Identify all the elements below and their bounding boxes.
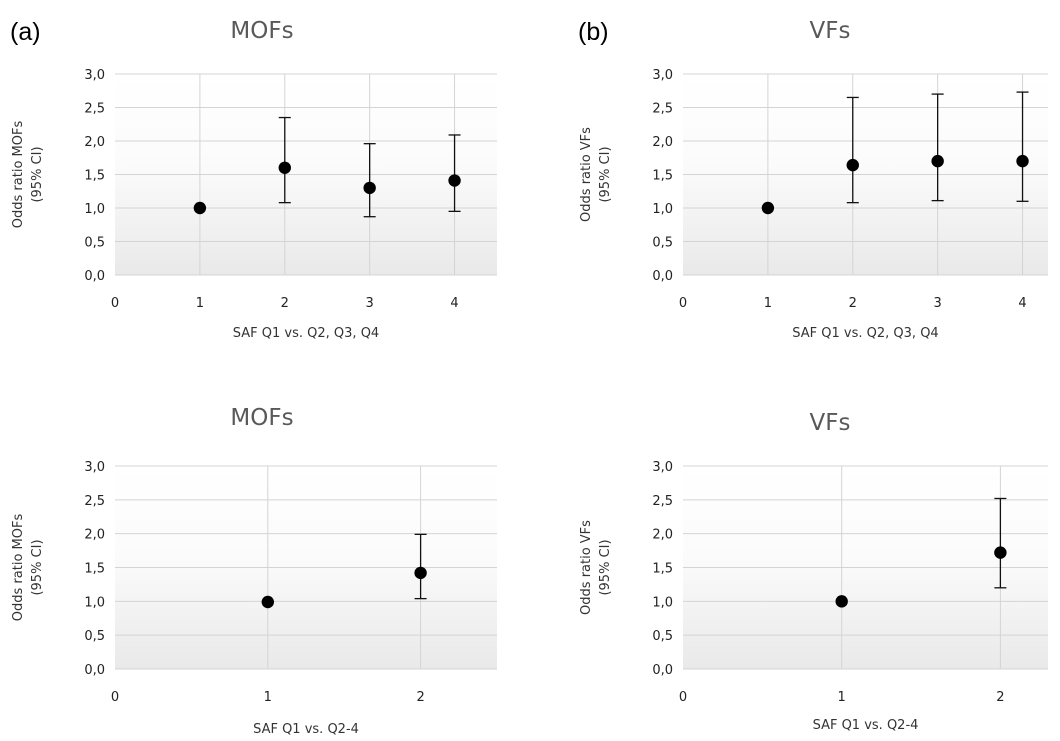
x-tick-label: 2 xyxy=(281,296,289,311)
x-tick-label: 1 xyxy=(838,690,846,705)
y-tick-label: 2,5 xyxy=(84,494,105,509)
panel-label: (b) xyxy=(578,18,609,46)
x-tick-label: 1 xyxy=(264,690,272,705)
y-tick-label: 0,5 xyxy=(652,236,673,251)
y-tick-label: 0,0 xyxy=(84,663,105,678)
y-tick-label: 1,5 xyxy=(652,562,673,577)
data-point xyxy=(278,161,291,174)
chart-panel-4: 0,0 0,5 1,0 1,5 2,0 2,5 3,0 0 1 2 VFs SAF Q1 vs. Q2… xyxy=(579,410,1048,733)
data-point xyxy=(1016,154,1029,168)
data-point xyxy=(994,546,1007,559)
y-tick-label: 1,0 xyxy=(84,595,105,610)
y-axis-label: Odds ratio MOFs (95% CI) xyxy=(11,121,45,229)
y-tick-label: 2,5 xyxy=(84,102,105,117)
y-tick-label: 1,0 xyxy=(84,202,105,217)
y-tick-label: 3,0 xyxy=(652,68,673,83)
data-point xyxy=(414,566,427,580)
x-tick-label: 4 xyxy=(450,296,458,311)
y-tick-label: 2,0 xyxy=(652,135,673,150)
x-tick-label: 3 xyxy=(934,296,942,311)
data-point xyxy=(931,154,944,168)
y-tick-label: 2,5 xyxy=(652,494,673,509)
x-tick-label: 0 xyxy=(111,296,119,311)
y-axis-label-line: Odds ratio VFs xyxy=(579,127,594,222)
data-point xyxy=(448,174,461,187)
y-tick-label: 2,0 xyxy=(652,528,673,543)
y-tick-label: 3,0 xyxy=(84,460,105,475)
y-tick-label: 1,5 xyxy=(84,562,105,577)
y-axis-label-line: Odds ratio VFs xyxy=(579,520,594,615)
y-tick-label: 2,5 xyxy=(652,102,673,117)
y-tick-label: 3,0 xyxy=(84,68,105,83)
data-point xyxy=(761,201,775,215)
y-tick-label: 0,0 xyxy=(652,269,673,284)
chart-title: MOFs xyxy=(230,18,293,44)
data-point xyxy=(193,201,207,215)
x-tick-label: 2 xyxy=(849,296,857,311)
y-axis-label: Odds ratio VFs (95% CI) xyxy=(579,520,613,615)
y-tick-label: 1,0 xyxy=(652,202,673,217)
x-tick-label: 0 xyxy=(111,690,119,705)
y-axis-label-line: Odds ratio MOFs xyxy=(11,121,26,229)
x-axis-label: SAF Q1 vs. Q2, Q3, Q4 xyxy=(792,326,938,341)
chart-title: MOFs xyxy=(230,405,293,431)
y-tick-label: 0,5 xyxy=(84,629,105,644)
y-tick-label: 2,0 xyxy=(84,528,105,543)
data-point xyxy=(363,181,376,195)
data-point xyxy=(846,158,859,172)
y-tick-label: 0,0 xyxy=(84,269,105,284)
y-axis-label: Odds ratio MOFs (95% CI) xyxy=(11,514,45,622)
y-axis-label-line: (95% CI) xyxy=(30,146,45,202)
y-tick-label: 3,0 xyxy=(652,460,673,475)
data-point xyxy=(261,595,274,609)
y-tick-label: 0,5 xyxy=(652,629,673,644)
chart-title: VFs xyxy=(810,410,851,436)
y-tick-label: 1,5 xyxy=(84,169,105,184)
chart-panel-2: 0,0 0,5 1,0 1,5 2,0 2,5 3,0 0 1 2 3 4 VFs (b) SAF Q1 v… xyxy=(578,18,1048,341)
data-point xyxy=(835,595,848,608)
x-tick-label: 0 xyxy=(679,690,687,705)
x-tick-label: 2 xyxy=(996,690,1004,705)
chart-panel-3: 0,0 0,5 1,0 1,5 2,0 2,5 3,0 0 1 2 MOFs SAF Q1 vs. Q… xyxy=(11,405,497,737)
y-axis-label-line: (95% CI) xyxy=(598,539,613,595)
y-axis-label-line: (95% CI) xyxy=(598,146,613,202)
x-tick-label: 1 xyxy=(764,296,772,311)
x-tick-label: 3 xyxy=(366,296,374,311)
x-axis-label: SAF Q1 vs. Q2-4 xyxy=(813,718,919,733)
x-tick-label: 0 xyxy=(679,296,687,311)
x-tick-label: 4 xyxy=(1018,296,1026,311)
x-axis-label: SAF Q1 vs. Q2, Q3, Q4 xyxy=(233,326,379,341)
y-tick-label: 1,5 xyxy=(652,169,673,184)
y-tick-label: 1,0 xyxy=(652,595,673,610)
panel-label: (a) xyxy=(10,18,41,46)
x-axis-label: SAF Q1 vs. Q2-4 xyxy=(253,722,359,737)
y-axis-label-line: Odds ratio MOFs xyxy=(11,514,26,622)
y-axis-label-line: (95% CI) xyxy=(30,539,45,595)
y-tick-label: 2,0 xyxy=(84,135,105,150)
y-axis-label: Odds ratio VFs (95% CI) xyxy=(579,127,613,222)
x-tick-label: 2 xyxy=(416,690,424,705)
y-tick-label: 0,5 xyxy=(84,236,105,251)
x-tick-label: 1 xyxy=(196,296,204,311)
chart-panel-1: 0,0 0,5 1,0 1,5 2,0 2,5 3,0 0 1 2 3 4 MOFs (a) SAF Q1 … xyxy=(10,18,497,341)
chart-title: VFs xyxy=(810,18,851,44)
y-tick-label: 0,0 xyxy=(652,663,673,678)
